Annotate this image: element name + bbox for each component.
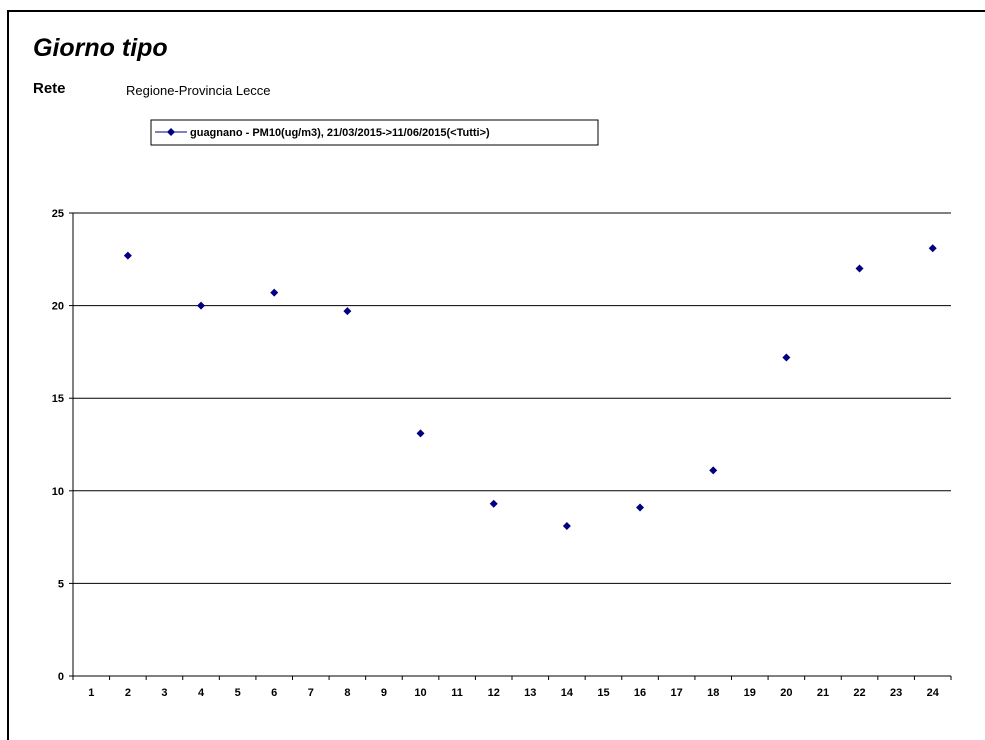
x-tick-label: 4: [198, 687, 205, 699]
data-point: [855, 264, 864, 273]
legend-marker: [167, 128, 175, 136]
x-tick-label: 6: [271, 687, 277, 699]
x-tick-label: 17: [671, 687, 683, 699]
x-tick-label: 2: [125, 687, 131, 699]
x-tick-label: 22: [853, 687, 865, 699]
y-tick-label: 15: [52, 393, 64, 405]
chart-frame: [7, 10, 985, 740]
x-tick-label: 5: [235, 687, 241, 699]
data-point: [562, 521, 571, 530]
x-tick-label: 9: [381, 687, 387, 699]
legend: guagnano - PM10(ug/m3), 21/03/2015->11/0…: [150, 119, 599, 146]
x-tick-label: 7: [308, 687, 314, 699]
y-tick-label: 0: [58, 671, 64, 683]
x-tick-label: 10: [414, 687, 426, 699]
data-point: [709, 466, 718, 475]
x-tick-label: 11: [451, 687, 463, 699]
x-tick-label: 24: [927, 687, 940, 699]
x-tick-label: 19: [744, 687, 756, 699]
data-point: [123, 251, 132, 260]
x-tick-label: 3: [161, 687, 167, 699]
legend-box: [150, 119, 599, 146]
x-tick-label: 13: [524, 687, 536, 699]
data-point: [928, 244, 937, 253]
rete-label: Rete: [33, 80, 66, 97]
y-tick-label: 25: [52, 208, 64, 220]
x-tick-label: 16: [634, 687, 646, 699]
x-tick-label: 23: [890, 687, 902, 699]
x-tick-label: 20: [780, 687, 792, 699]
data-point: [416, 429, 425, 438]
rete-value: Regione-Provincia Lecce: [126, 83, 271, 98]
x-tick-label: 21: [817, 687, 829, 699]
x-tick-label: 18: [707, 687, 719, 699]
x-tick-label: 1: [88, 687, 94, 699]
data-point: [343, 307, 352, 316]
data-point: [489, 499, 498, 508]
x-tick-label: 8: [344, 687, 350, 699]
data-point: [782, 353, 791, 362]
x-tick-label: 14: [561, 687, 574, 699]
legend-label: guagnano - PM10(ug/m3), 21/03/2015->11/0…: [190, 127, 490, 139]
y-tick-label: 10: [52, 486, 64, 498]
x-tick-label: 15: [597, 687, 609, 699]
page-title: Giorno tipo: [33, 34, 168, 62]
x-tick-label: 12: [488, 687, 500, 699]
y-tick-label: 20: [52, 301, 64, 313]
y-tick-label: 5: [58, 578, 64, 590]
data-point: [197, 301, 206, 310]
data-point: [636, 503, 645, 512]
data-point: [270, 288, 279, 297]
